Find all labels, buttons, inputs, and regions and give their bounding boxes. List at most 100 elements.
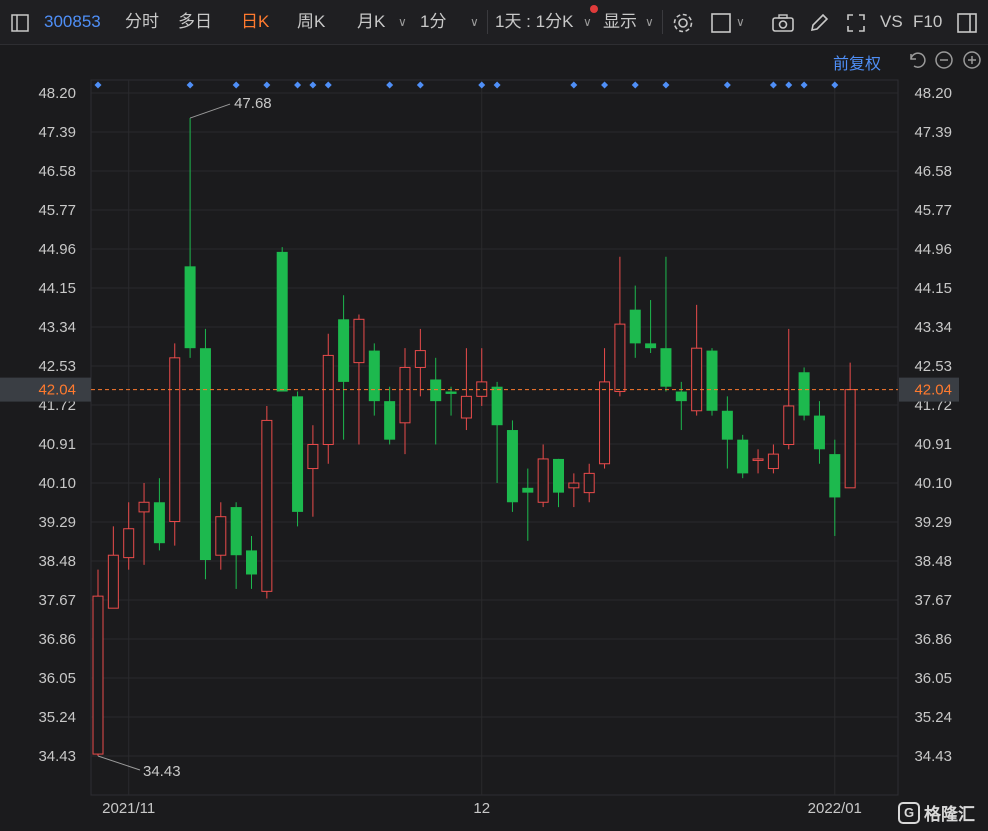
y-tick-label-left: 38.48 — [38, 553, 76, 570]
display-menu[interactable]: 显示 — [603, 12, 637, 31]
watermark-text: 格隆汇 — [924, 805, 975, 824]
candle-body-down — [430, 379, 442, 402]
candle-body-up — [307, 443, 319, 470]
adjust-mode-link[interactable]: 前复权 — [833, 56, 882, 73]
candle-body-up — [752, 458, 764, 461]
y-tick-label-right: 38.48 — [914, 553, 952, 570]
candle-body-down — [522, 487, 534, 493]
event-marker-icon — [416, 81, 424, 89]
min-annotation-label: 34.43 — [143, 763, 181, 780]
candle-body-down — [292, 396, 304, 512]
camera-icon[interactable] — [771, 0, 795, 44]
event-marker-icon — [570, 81, 578, 89]
candle-body-up — [353, 318, 365, 364]
range-selector[interactable]: 1天 : 1分K — [495, 12, 574, 31]
event-marker-icon — [309, 81, 317, 89]
candle-body-down — [230, 507, 242, 556]
candle-body-up — [614, 323, 626, 393]
candle-body-up — [261, 419, 273, 592]
fullscreen-icon[interactable] — [845, 0, 867, 44]
monthly-dropdown-chevron-icon[interactable]: ∨ — [398, 15, 407, 29]
candle-body-down — [706, 350, 718, 411]
event-marker-icon — [94, 81, 102, 89]
event-marker-icon — [800, 81, 808, 89]
candle-body-up — [169, 357, 181, 523]
f10-button[interactable]: F10 — [913, 12, 943, 31]
draw-pencil-icon[interactable] — [808, 0, 830, 44]
event-marker-icon — [723, 81, 731, 89]
stock-code[interactable]: 300853 — [44, 12, 101, 31]
candle-body-up — [767, 453, 779, 470]
candle-body-down — [675, 391, 687, 402]
candle-body-down — [184, 266, 196, 349]
candle-body-up — [215, 516, 227, 556]
candle-body-up — [322, 354, 334, 445]
candle-body-up — [844, 389, 856, 489]
display-chevron-icon[interactable]: ∨ — [645, 15, 654, 29]
x-tick-label: 2021/11 — [102, 800, 155, 817]
x-tick-label: 2022/01 — [808, 800, 862, 817]
max-annotation-label: 47.68 — [234, 95, 272, 112]
y-tick-label-right: 44.96 — [914, 241, 952, 258]
undo-icon[interactable] — [906, 50, 926, 70]
chart-toolbar: 300853 分时 多日 日K 周K 月K ∨ 1分 ∨ 1天 : 1分K ∨ … — [0, 0, 988, 45]
y-tick-label-left: 39.29 — [38, 514, 76, 531]
event-marker-icon — [263, 81, 271, 89]
candle-body-up — [583, 472, 595, 494]
current-price-label-left: 42.04 — [38, 382, 76, 399]
y-tick-label-right: 40.91 — [914, 436, 952, 453]
watermark-g-icon: G — [898, 801, 920, 824]
tab-daily-k[interactable]: 日K — [241, 12, 270, 31]
y-tick-label-left: 36.86 — [38, 631, 76, 648]
settings-gear-icon[interactable] — [672, 0, 694, 44]
y-tick-label-left: 35.24 — [38, 709, 76, 726]
y-tick-label-right: 37.67 — [914, 592, 952, 609]
candle-body-down — [338, 319, 350, 382]
tab-intraday[interactable]: 分时 — [125, 12, 159, 31]
y-tick-label-left: 34.43 — [38, 748, 76, 765]
candle-body-up — [414, 350, 426, 368]
event-marker-icon — [601, 81, 609, 89]
event-marker-icon — [631, 81, 639, 89]
candle-body-down — [829, 454, 841, 498]
candle-body-down — [645, 343, 657, 349]
y-tick-label-right: 46.58 — [914, 163, 952, 180]
max-annotation-leader — [189, 103, 231, 119]
y-tick-label-left: 48.20 — [38, 85, 76, 102]
sidebar-toggle-icon[interactable] — [10, 0, 30, 44]
y-tick-label-right: 43.34 — [914, 319, 952, 336]
event-marker-icon — [831, 81, 839, 89]
y-tick-label-left: 40.10 — [38, 475, 76, 492]
candle-body-up — [599, 381, 611, 465]
event-marker-icon — [785, 81, 793, 89]
event-marker-icon — [478, 81, 486, 89]
candle-body-up — [460, 395, 472, 419]
watermark-logo: G 格隆汇 — [898, 800, 975, 825]
tab-1min[interactable]: 1分 — [420, 12, 447, 31]
zoom-out-icon[interactable] — [934, 50, 954, 70]
candle-body-down — [798, 372, 810, 416]
y-tick-label-right: 45.77 — [914, 202, 952, 219]
tab-monthly-k[interactable]: 月K — [357, 12, 386, 31]
candle-body-down — [153, 502, 165, 544]
candle-body-down — [737, 439, 749, 474]
tab-weekly-k[interactable]: 周K — [297, 12, 326, 31]
candle-body-up — [537, 458, 549, 503]
range-chevron-icon[interactable]: ∨ — [583, 15, 592, 29]
layout-chevron-icon[interactable]: ∨ — [736, 15, 745, 29]
candle-body-up — [138, 501, 150, 513]
y-tick-label-right: 42.53 — [914, 358, 952, 375]
y-tick-label-right: 35.24 — [914, 709, 952, 726]
panel-toggle-icon[interactable] — [956, 0, 978, 44]
event-marker-icon — [769, 81, 777, 89]
candle-body-down — [491, 386, 503, 426]
layout-square-icon[interactable] — [710, 0, 732, 44]
minute-dropdown-chevron-icon[interactable]: ∨ — [470, 15, 479, 29]
tab-multi-day[interactable]: 多日 — [178, 12, 212, 31]
zoom-in-icon[interactable] — [962, 50, 982, 70]
candle-body-down — [445, 391, 457, 394]
current-price-tag-left — [0, 377, 91, 402]
vs-compare-button[interactable]: VS — [880, 12, 903, 31]
candle-body-down — [199, 348, 211, 561]
